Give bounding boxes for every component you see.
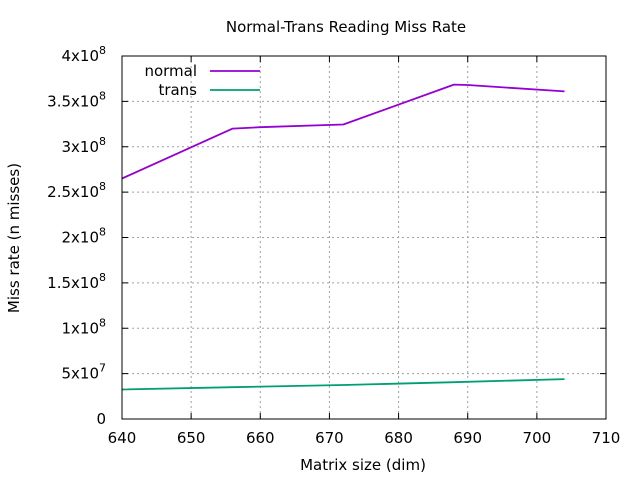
series-line-normal xyxy=(121,83,565,180)
plot-frame xyxy=(121,55,607,420)
x-tick-label: 680 xyxy=(384,429,413,447)
y-tick-label: 2x108 xyxy=(61,226,106,247)
legend: normal trans xyxy=(144,62,260,99)
y-tick-label: 3x108 xyxy=(61,135,106,156)
grid-lines xyxy=(122,56,606,419)
y-tick-label: 0 xyxy=(96,410,106,428)
series-line-trans xyxy=(121,378,565,391)
x-tick-label: 640 xyxy=(108,429,137,447)
y-tick-label: 1.5x108 xyxy=(47,271,106,292)
y-axis-label: Miss rate (n misses) xyxy=(5,163,23,313)
x-tick-label: 690 xyxy=(453,429,482,447)
legend-label-normal: normal xyxy=(144,62,197,80)
x-axis-label: Matrix size (dim) xyxy=(300,456,426,474)
y-tick-label: 1x108 xyxy=(61,316,106,337)
y-tick-label: 5x107 xyxy=(61,362,106,383)
x-tick-label: 700 xyxy=(523,429,552,447)
x-tick-label: 710 xyxy=(592,429,621,447)
x-tick-label: 650 xyxy=(177,429,206,447)
chart-title: Normal-Trans Reading Miss Rate xyxy=(226,18,466,36)
legend-label-trans: trans xyxy=(158,81,197,99)
x-tick-label: 670 xyxy=(315,429,344,447)
series-lines xyxy=(121,83,565,391)
x-tick-label: 660 xyxy=(246,429,275,447)
axis-ticks: 640 650 660 670 680 690 700 710 0 5x107 1x108 1.5x1… xyxy=(47,44,620,447)
y-tick-label: 4x108 xyxy=(61,44,106,65)
y-tick-label: 2.5x108 xyxy=(47,180,106,201)
y-tick-label: 3.5x108 xyxy=(47,89,106,110)
